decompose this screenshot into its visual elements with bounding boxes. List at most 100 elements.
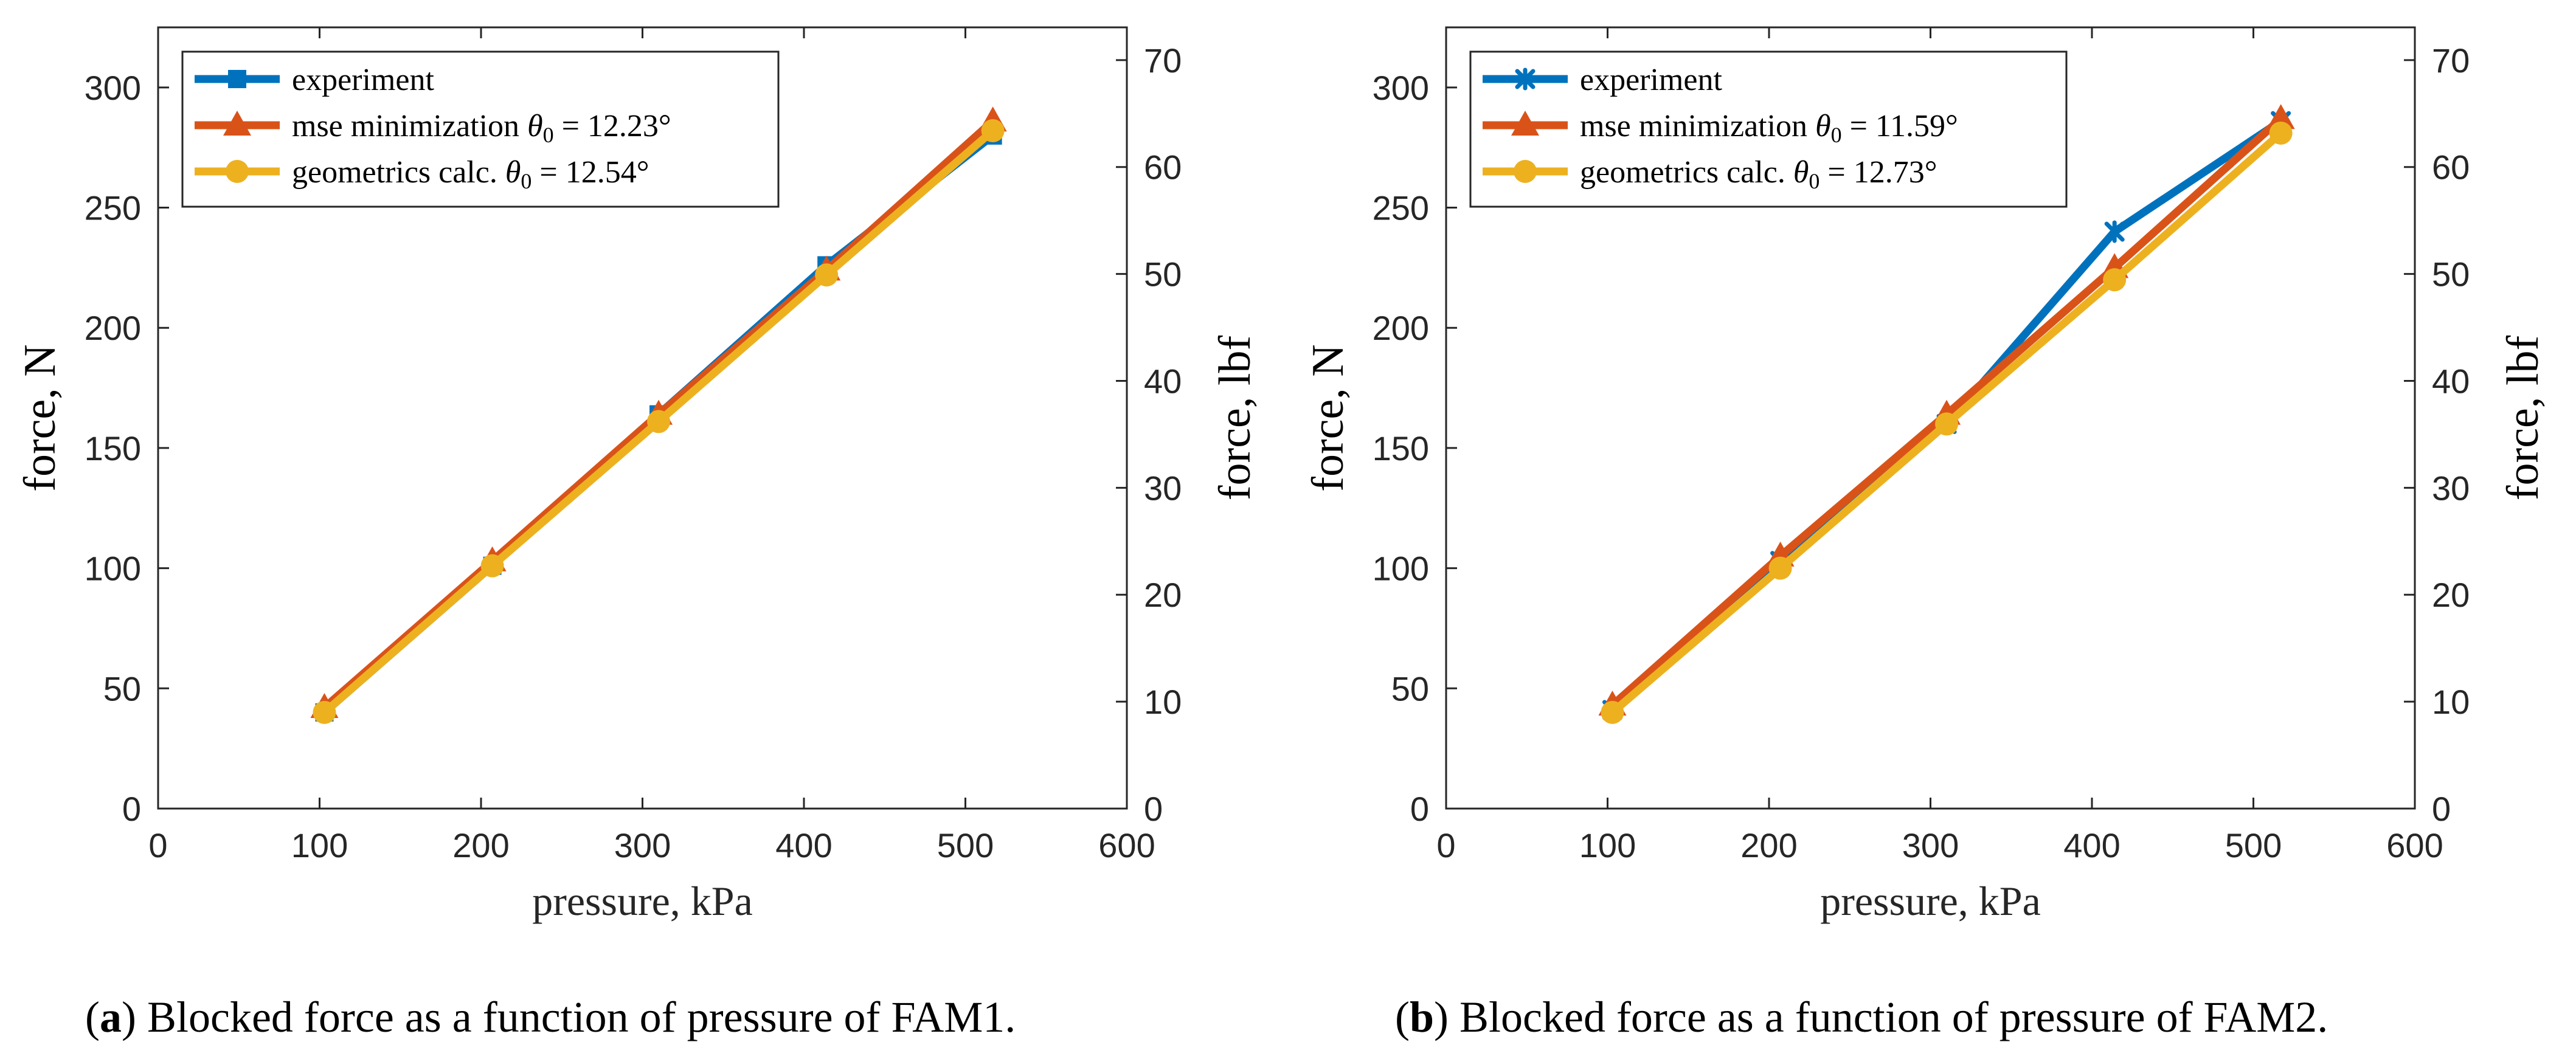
x-tick-label: 200 (1740, 826, 1797, 864)
x-tick-label: 400 (2063, 826, 2120, 864)
legend-label-text: geometrics calc. (292, 155, 505, 190)
legend-theta-symbol: θ (527, 109, 543, 143)
y-tick-label: 50 (1391, 669, 1429, 708)
data-point (647, 410, 671, 433)
y2-tick-label: 20 (1144, 576, 1182, 614)
data-point (1768, 556, 1792, 580)
x-tick-label: 600 (2386, 826, 2443, 864)
x-tick-label: 400 (775, 826, 832, 864)
y-tick-label: 100 (1373, 550, 1429, 588)
legend-marker (1511, 111, 1539, 136)
y2-tick-label: 40 (2432, 362, 2470, 400)
y-tick-label: 250 (85, 189, 141, 227)
legend-box (1469, 50, 2068, 208)
x-tick-label: 100 (291, 826, 348, 864)
y2-tick-label: 60 (2432, 148, 2470, 187)
x-tick-label: 600 (1098, 826, 1155, 864)
y-tick-label: 150 (85, 429, 141, 468)
data-point (2104, 220, 2125, 243)
x-axis-label: pressure, kPa (532, 878, 753, 924)
y2-tick-label: 30 (1144, 469, 1182, 507)
y2-tick-label: 10 (2432, 683, 2470, 721)
legend-marker (228, 70, 246, 88)
caption-a: (a) Blocked force as a function of press… (85, 993, 1016, 1041)
x-tick-label: 300 (614, 826, 671, 864)
data-point (1935, 412, 1959, 436)
y2-tick-label: 70 (2432, 41, 2470, 80)
legend-box (181, 50, 780, 208)
legend-theta-symbol: θ (1793, 155, 1809, 190)
legend-theta-value: = 11.59° (1842, 109, 1958, 143)
y-axis-label: force, N (1303, 344, 1353, 491)
y2-tick-label: 70 (1144, 41, 1182, 80)
x-tick-label: 500 (937, 826, 994, 864)
series-3 (313, 119, 1005, 724)
legend-label-text: experiment (292, 63, 434, 97)
y-tick-label: 200 (85, 309, 141, 347)
y-tick-label: 0 (122, 790, 141, 828)
y-tick-label: 300 (85, 69, 141, 107)
chart-panel-a: 0 100 200 300 400 500 600050100150200250300010… (15, 26, 1260, 924)
legend-label-text: geometrics calc. (1580, 155, 1793, 190)
legend-label-text: mse minimization (292, 109, 527, 143)
x-tick-label: 0 (148, 826, 167, 864)
data-point (480, 554, 504, 578)
caption-a-letter: a (99, 993, 122, 1041)
y2-tick-label: 60 (1144, 148, 1182, 187)
y-axis-label: force, N (15, 344, 65, 491)
legend-theta-value: = 12.54° (531, 155, 649, 190)
y-tick-label: 250 (1373, 189, 1429, 227)
caption-b: (b) Blocked force as a function of press… (1395, 993, 2328, 1041)
x-tick-label: 200 (452, 826, 509, 864)
legend-theta-value: = 12.73° (1819, 155, 1937, 190)
legend-label: mse minimization θ0 = 12.23° (292, 109, 671, 147)
y-tick-label: 200 (1373, 309, 1429, 347)
x-tick-label: 300 (1902, 826, 1959, 864)
legend-theta-subscript: 0 (1831, 123, 1842, 147)
legend-theta-symbol: θ (505, 155, 521, 190)
data-point (2103, 268, 2127, 292)
y-tick-label: 50 (103, 669, 141, 708)
legend-marker (223, 111, 251, 136)
data-point (981, 119, 1005, 143)
legend-marker (1514, 160, 1537, 183)
data-point (2269, 121, 2293, 145)
x-tick-label: 500 (2225, 826, 2282, 864)
chart-panel-b: 0 100 200 300 400 500 600050100150200250300010… (1303, 26, 2548, 924)
legend-label: experiment (292, 63, 434, 97)
y2-tick-label: 40 (1144, 362, 1182, 400)
x-axis-label: pressure, kPa (1820, 878, 2041, 924)
legend-marker (1515, 67, 1536, 91)
y2-axis-label: force, lbf (2498, 336, 2548, 501)
legend-theta-subscript: 0 (1809, 169, 1819, 193)
y2-tick-label: 50 (1144, 255, 1182, 294)
legend-label-text: mse minimization (1580, 109, 1815, 143)
caption-b-letter: b (1409, 993, 1435, 1041)
legend-theta-value: = 12.23° (554, 109, 671, 143)
data-point (1601, 700, 1624, 724)
y2-tick-label: 50 (2432, 255, 2470, 294)
caption-b-text: Blocked force as a function of pressure … (1449, 993, 2328, 1041)
y2-axis-label: force, lbf (1210, 336, 1260, 501)
data-point (2266, 104, 2295, 129)
data-point (313, 700, 336, 724)
x-tick-label: 0 (1436, 826, 1455, 864)
legend-theta-subscript: 0 (521, 169, 531, 193)
y-tick-label: 300 (1373, 69, 1429, 107)
legend-marker (226, 160, 249, 183)
y2-tick-label: 30 (2432, 469, 2470, 507)
y2-tick-label: 0 (2432, 790, 2451, 828)
y-tick-label: 0 (1410, 790, 1429, 828)
legend-theta-subscript: 0 (543, 123, 554, 147)
data-point (815, 263, 839, 287)
legend-label-text: experiment (1580, 63, 1722, 97)
x-tick-label: 100 (1579, 826, 1636, 864)
legend-label: experiment (1580, 63, 1722, 97)
y2-tick-label: 10 (1144, 683, 1182, 721)
legend-theta-symbol: θ (1815, 109, 1831, 143)
caption-a-text: Blocked force as a function of pressure … (136, 993, 1016, 1041)
y-tick-label: 100 (85, 550, 141, 588)
